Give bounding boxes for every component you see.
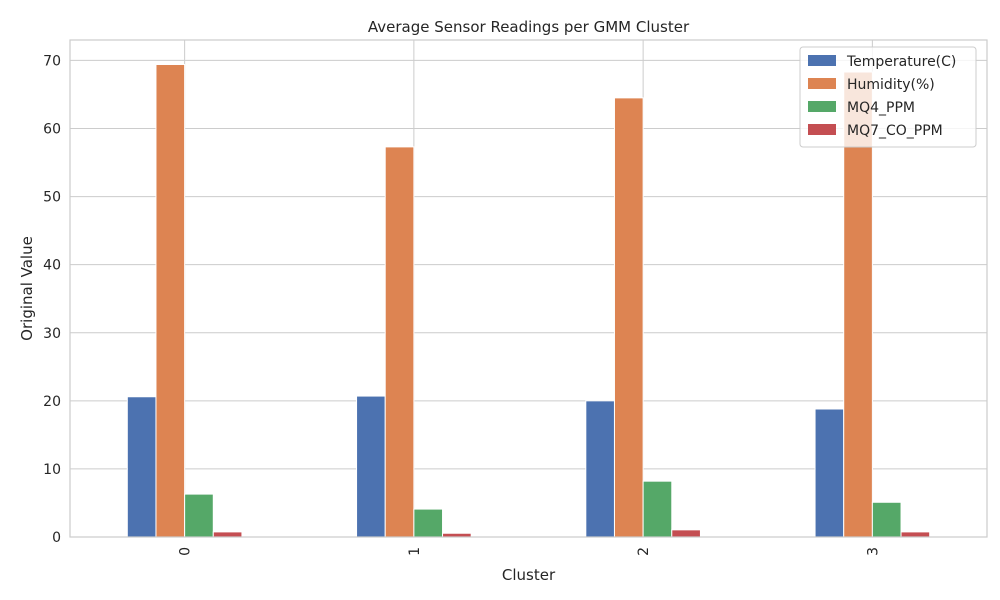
y-tick-label: 40 <box>43 258 61 274</box>
y-tick-label: 30 <box>43 326 61 342</box>
bars <box>126 64 931 538</box>
legend-label: MQ7_CO_PPM <box>847 123 943 139</box>
legend-swatch <box>808 101 836 112</box>
x-tick-label: 1 <box>407 547 423 556</box>
legend-label: MQ4_PPM <box>847 100 915 116</box>
bar <box>585 400 615 538</box>
bar <box>843 71 873 538</box>
y-axis-label: Original Value <box>18 236 36 341</box>
legend-swatch <box>808 78 836 89</box>
plot-border <box>69 39 988 538</box>
y-tick-label: 60 <box>43 122 61 138</box>
legend-swatch <box>808 55 836 66</box>
x-tick-label: 0 <box>178 547 194 556</box>
x-tick-label: 3 <box>865 547 881 556</box>
y-tick-label: 0 <box>52 530 61 546</box>
bar <box>642 480 673 538</box>
legend: Temperature(C) Humidity(%) MQ4_PPM MQ7_CO_P… <box>799 46 977 148</box>
bar <box>126 396 157 538</box>
y-tick-label: 10 <box>43 462 61 478</box>
bar <box>184 493 214 538</box>
legend-label: Temperature(C) <box>846 54 956 70</box>
chart-title: Average Sensor Readings per GMM Cluster <box>368 18 690 36</box>
y-tick-label: 70 <box>43 53 61 69</box>
bar <box>212 531 243 538</box>
legend-box <box>799 46 977 148</box>
x-axis-label: Cluster <box>502 566 556 584</box>
bar <box>671 529 701 538</box>
bar <box>814 408 845 538</box>
y-tick-label: 50 <box>43 190 61 206</box>
bar <box>900 531 931 538</box>
tick-labels: 0 10 20 30 40 50 60 70 0 1 2 3 <box>43 53 881 555</box>
bar <box>613 97 644 538</box>
plot-frame <box>69 39 988 538</box>
y-tick-label: 20 <box>43 394 61 410</box>
bar <box>871 501 902 538</box>
bar <box>155 64 186 538</box>
bar <box>413 508 444 538</box>
bar <box>384 146 415 538</box>
x-tick-label: 2 <box>636 547 652 556</box>
bar <box>356 395 386 538</box>
legend-label: Humidity(%) <box>847 77 935 93</box>
legend-swatch <box>808 124 836 135</box>
